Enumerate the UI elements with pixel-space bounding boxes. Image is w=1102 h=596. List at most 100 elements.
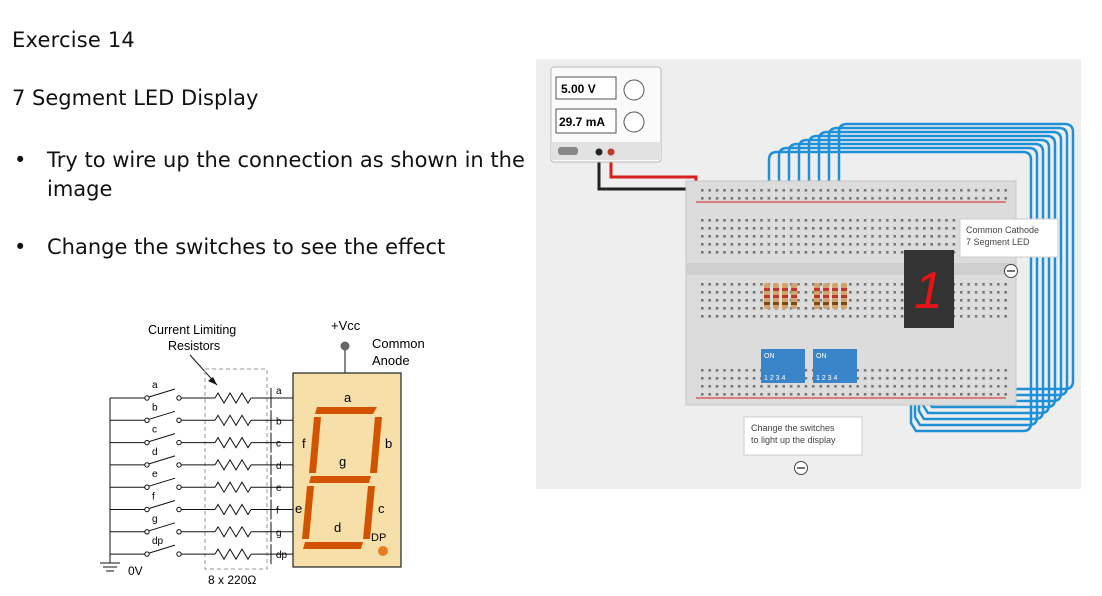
breadboard-hole <box>819 189 822 192</box>
breadboard-hole <box>878 227 882 230</box>
breadboard-hole <box>797 307 800 310</box>
breadboard-hole <box>804 235 808 238</box>
power-switch[interactable] <box>558 147 578 155</box>
switch-label: g <box>152 514 158 525</box>
resistor-symbol <box>214 481 252 494</box>
breadboard-hole <box>819 283 822 286</box>
dip-on-label: ON <box>816 353 827 360</box>
breadboard-hole <box>826 219 830 222</box>
breadboard-hole <box>812 307 815 310</box>
breadboard-hole <box>804 393 808 396</box>
breadboard-hole <box>856 377 859 380</box>
breadboard-hole <box>893 369 896 372</box>
breadboard-hole <box>900 227 904 230</box>
breadboard-hole <box>819 219 822 222</box>
breadboard-hole <box>738 377 741 380</box>
segment-e <box>302 486 314 539</box>
breadboard-hole <box>989 189 993 192</box>
breadboard-hole <box>967 385 970 388</box>
breadboard-hole <box>730 219 734 222</box>
breadboard-hole <box>886 227 889 230</box>
breadboard-hole <box>730 385 734 388</box>
breadboard-hole <box>804 243 808 246</box>
breadboard-hole <box>878 385 882 388</box>
breadboard-hole <box>900 243 904 246</box>
breadboard-hole <box>989 385 993 388</box>
voltage-knob[interactable] <box>623 79 645 101</box>
resistor-band <box>791 295 797 298</box>
instruction-item: • Try to wire up the connection as shown… <box>12 146 532 204</box>
breadboard-hole <box>974 307 978 310</box>
breadboard-hole <box>812 315 815 318</box>
jumper-wire <box>777 146 1039 427</box>
breadboard-hole <box>886 315 889 318</box>
pin-label: e <box>276 483 282 494</box>
segment-label-dp: DP <box>371 532 386 544</box>
breadboard-hole <box>1004 385 1007 388</box>
breadboard-hole <box>812 385 815 388</box>
breadboard-hole <box>923 219 926 222</box>
breadboard-hole <box>797 251 800 254</box>
breadboard-hole <box>789 219 793 222</box>
breadboard-hole <box>915 235 919 238</box>
breadboard-hole <box>997 189 1000 192</box>
segments-group <box>302 407 388 556</box>
breadboard-hole <box>945 377 948 380</box>
breadboard-hole <box>952 189 956 192</box>
breadboard-hole <box>893 307 896 310</box>
breadboard-hole <box>708 251 711 254</box>
breadboard-hole <box>952 197 956 200</box>
breadboard-hole <box>701 189 704 192</box>
breadboard-hole <box>782 227 785 230</box>
breadboard-hole <box>760 385 763 388</box>
resistor-band <box>773 295 779 298</box>
switch-contact <box>176 417 182 424</box>
breadboard-hole <box>723 377 726 380</box>
breadboard-hole <box>989 291 993 294</box>
breadboard-hole <box>937 189 941 192</box>
breadboard-hole <box>997 377 1000 380</box>
breadboard-hole <box>871 197 874 200</box>
current-value: 29.7 mA <box>559 115 605 129</box>
dip-switch[interactable] <box>813 349 857 383</box>
breadboard-hole <box>878 235 882 238</box>
breadboard-hole <box>952 227 956 230</box>
display-callout-text: Common Cathode <box>966 225 1039 235</box>
breadboard-hole <box>760 235 763 238</box>
pin-label: d <box>276 461 282 472</box>
breadboard-hole <box>856 283 859 286</box>
pin-label: b <box>276 416 282 427</box>
segment-b <box>370 417 382 473</box>
breadboard-hole <box>930 227 933 230</box>
current-knob[interactable] <box>623 111 645 133</box>
breadboard-hole <box>982 283 985 286</box>
breadboard-hole <box>893 299 896 302</box>
breadboard-hole <box>886 299 889 302</box>
breadboard-hole <box>804 251 808 254</box>
breadboard-hole <box>923 235 926 238</box>
breadboard-hole <box>775 385 778 388</box>
breadboard-hole <box>923 369 926 372</box>
breadboard-hole <box>841 393 845 396</box>
breadboard-hole <box>849 291 852 294</box>
breadboard-hole <box>767 227 771 230</box>
breadboard-hole <box>960 385 963 388</box>
dip-number-label: 1 2 3 4 <box>764 375 786 382</box>
breadboard-hole <box>952 393 956 396</box>
breadboard-hole <box>937 197 941 200</box>
segment-a <box>315 407 377 414</box>
segment-dp <box>378 546 388 556</box>
breadboard-hole <box>886 377 889 380</box>
breadboard-hole <box>826 189 830 192</box>
breadboard-hole <box>789 189 793 192</box>
breadboard-hole <box>945 197 948 200</box>
breadboard-hole <box>760 307 763 310</box>
breadboard-hole <box>915 227 919 230</box>
breadboard-hole <box>738 393 741 396</box>
breadboard-hole <box>900 299 904 302</box>
dip-switch[interactable] <box>761 349 805 383</box>
resistor-symbol <box>214 525 252 538</box>
breadboard-hole <box>945 227 948 230</box>
breadboard-hole <box>701 243 704 246</box>
